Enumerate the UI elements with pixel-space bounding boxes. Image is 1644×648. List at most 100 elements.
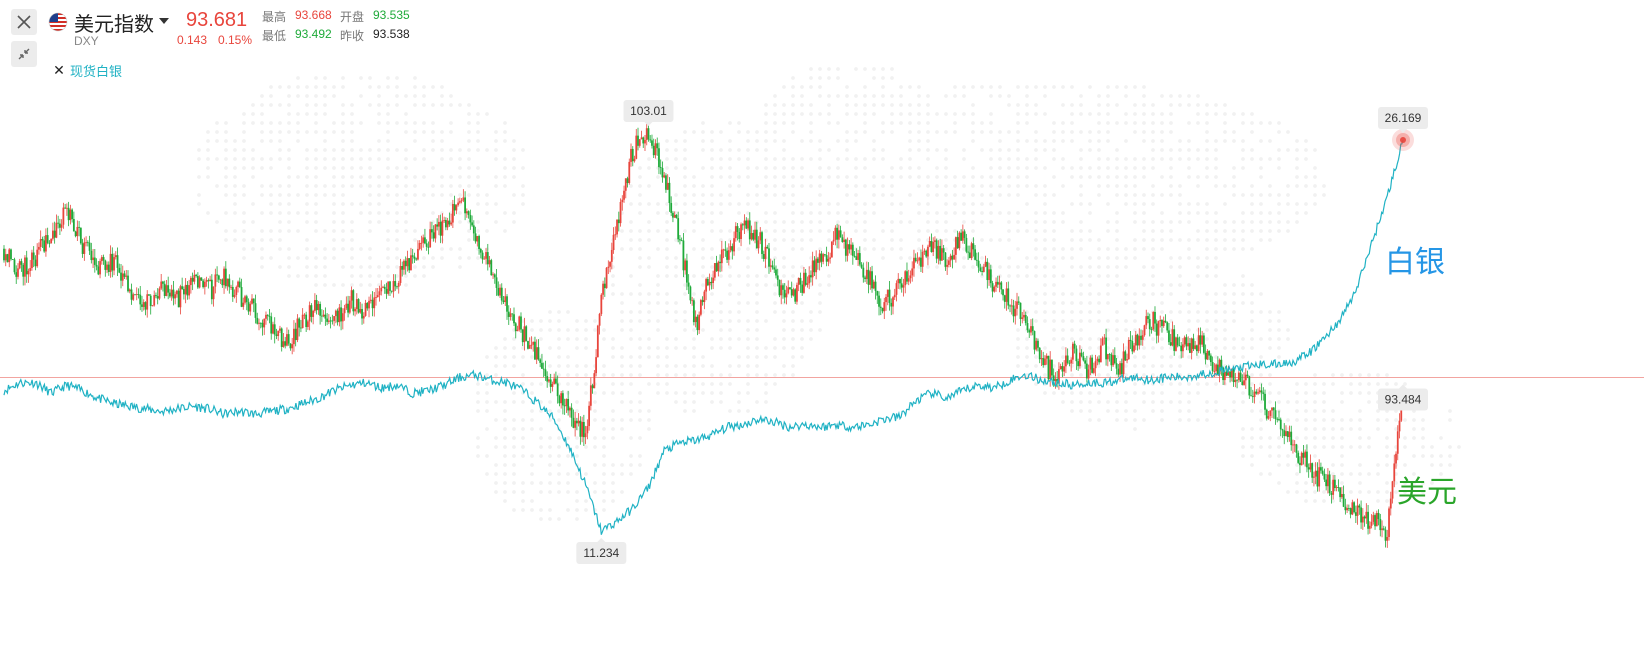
candle-body: [1183, 337, 1186, 345]
candle-body: [1141, 335, 1144, 340]
candle-body: [329, 320, 332, 322]
candle-body: [1246, 374, 1249, 377]
candle-body: [1115, 363, 1118, 369]
candle-body: [865, 269, 868, 280]
candle-body: [312, 310, 315, 317]
candle-body: [141, 304, 143, 307]
candle-body: [1342, 493, 1345, 507]
candle-body: [796, 284, 798, 302]
candle-body: [1354, 512, 1357, 516]
close-chart-button[interactable]: [11, 9, 37, 35]
candle-body: [121, 273, 124, 281]
candle-body: [369, 299, 372, 301]
candle-body: [448, 220, 451, 225]
candle-body: [1173, 329, 1176, 351]
candle-body: [500, 287, 503, 301]
candle-body: [390, 290, 393, 292]
candle-body: [221, 279, 224, 286]
candle-body: [633, 158, 636, 162]
price-change-percent: 0.15%: [218, 33, 253, 47]
collapse-arrows-icon: [18, 48, 30, 60]
candle-body: [162, 281, 164, 284]
candle-body: [769, 265, 772, 267]
collapse-chart-button[interactable]: [11, 41, 37, 67]
candle-body: [830, 241, 833, 258]
candle-body: [1117, 368, 1120, 375]
candle-body: [1082, 356, 1085, 361]
prev-close-label: 昨收: [340, 29, 365, 43]
candle-body: [1271, 407, 1273, 411]
low-label: 最低: [262, 29, 287, 43]
candle-body: [464, 197, 466, 214]
candle-body: [1344, 506, 1347, 511]
candle-body: [595, 357, 597, 374]
candle-body: [34, 259, 37, 267]
candle-body: [1145, 316, 1148, 326]
candle-body: [523, 326, 526, 343]
open-value: 93.535: [373, 8, 410, 22]
candle-body: [886, 289, 889, 297]
candle-body: [324, 314, 327, 319]
candle-body: [1248, 376, 1251, 396]
candle-body: [326, 318, 329, 322]
compare-symbol-label[interactable]: 现货白银: [70, 63, 123, 79]
candle-body: [209, 279, 211, 282]
candle-body: [1023, 314, 1025, 318]
candle-body: [478, 236, 480, 249]
candle-body: [825, 255, 828, 262]
candle-body: [86, 242, 89, 244]
candle-body: [451, 204, 454, 223]
candle-body: [340, 307, 342, 322]
candle-body: [1140, 335, 1142, 340]
candle-body: [881, 307, 884, 312]
candle-body: [644, 139, 646, 144]
candle-body: [757, 240, 760, 249]
candle-body: [827, 258, 830, 262]
candle-body: [555, 378, 557, 384]
candle-body: [883, 302, 886, 312]
candle-body: [224, 268, 227, 287]
candle-body: [843, 239, 845, 242]
candle-body: [520, 316, 522, 330]
candle-body: [298, 318, 301, 328]
candle-body: [1243, 380, 1245, 385]
symbol-dropdown-icon[interactable]: [159, 18, 169, 24]
candle-body: [670, 202, 673, 213]
candle-body: [427, 246, 430, 248]
candle-body: [1393, 463, 1396, 482]
candle-body: [90, 250, 93, 261]
candle-body: [1377, 512, 1380, 519]
candle-body: [582, 421, 585, 438]
candle-body: [1234, 379, 1237, 383]
candle-body: [11, 259, 14, 260]
candle-body: [135, 294, 138, 295]
candle-body: [1026, 323, 1029, 331]
candle-body: [134, 294, 136, 296]
candle-body: [399, 266, 402, 283]
candle-body: [789, 287, 791, 290]
candle-body: [1269, 410, 1272, 416]
candle-body: [864, 277, 866, 280]
candle-body: [1356, 505, 1359, 516]
candle-body: [81, 243, 84, 254]
symbol-name[interactable]: 美元指数: [74, 14, 154, 36]
candle-body: [1112, 355, 1114, 366]
candle-body: [502, 300, 505, 303]
candle-body: [921, 251, 924, 267]
candle-body: [52, 230, 54, 239]
candle-body: [123, 273, 126, 277]
candle-body: [895, 283, 898, 295]
remove-compare-icon[interactable]: ✕: [53, 61, 65, 78]
candle-body: [874, 281, 877, 291]
candle-body: [635, 135, 638, 159]
candle-body: [535, 347, 538, 360]
candle-body: [1024, 314, 1027, 324]
candle-body: [1019, 302, 1022, 319]
candle-body: [1304, 451, 1307, 458]
candle-body: [376, 295, 379, 298]
candle-body: [768, 248, 770, 267]
candle-body: [876, 290, 879, 296]
candle-body: [446, 220, 449, 228]
candle-body: [724, 249, 727, 251]
candle-body: [776, 275, 779, 280]
